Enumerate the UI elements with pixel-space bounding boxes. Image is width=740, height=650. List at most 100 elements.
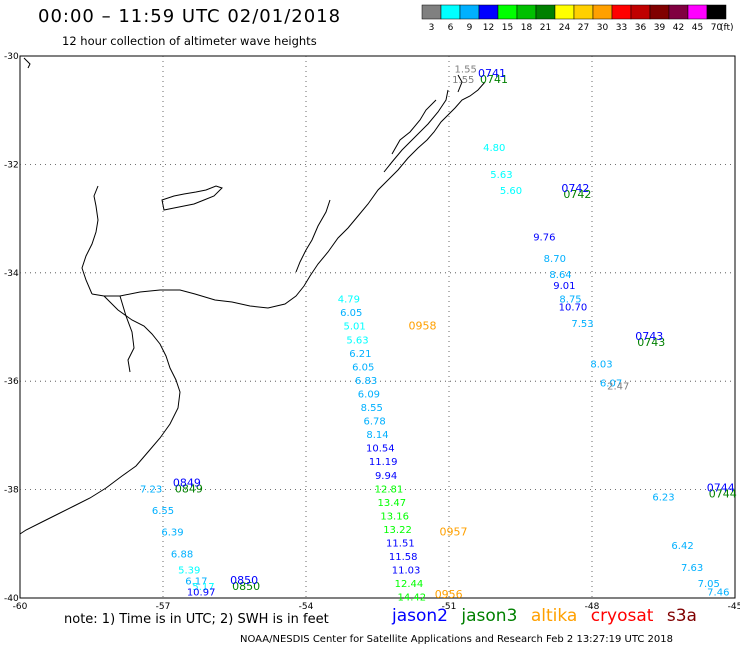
lon-label: -45: [728, 602, 740, 612]
lat-label: -40: [4, 594, 19, 604]
legend-label: 42: [673, 23, 684, 33]
pass-time-label-jason2: 0743: [635, 330, 663, 343]
legend-swatch: [573, 4, 594, 20]
legend-swatch: [459, 4, 480, 20]
swh-reading: 6.55: [152, 506, 174, 517]
coastline: [19, 57, 486, 535]
swh-reading: 1.55: [455, 64, 477, 75]
legend-swatch: [592, 4, 613, 20]
swh-reading: 6.78: [364, 417, 386, 428]
swh-reading: 6.09: [358, 389, 380, 400]
legend-label: 12: [483, 23, 494, 33]
swh-reading: 6.07: [600, 379, 622, 390]
swh-reading: 8.64: [549, 270, 571, 281]
pass-time-label: 0742: [563, 188, 591, 201]
legend-unit: (ft): [720, 23, 734, 33]
swh-reading: 10.70: [559, 303, 588, 314]
legend-label: 18: [521, 23, 533, 33]
lat-label: -30: [4, 52, 19, 62]
swh-reading: 5.63: [490, 170, 512, 181]
swh-reading: 6.42: [671, 541, 693, 552]
page-subtitle: 12 hour collection of altimeter wave hei…: [62, 34, 317, 48]
swh-reading: 5.39: [178, 566, 200, 577]
swh-reading: 2.47: [607, 381, 629, 392]
legend-label: 36: [635, 23, 647, 33]
pass-time-label-jason2: 0741: [478, 67, 506, 80]
swh-reading: 7.63: [681, 563, 703, 574]
axis-labels: -30 -32 -34 -36 -38 -40-60 -57 -54 -51 -48 -45: [4, 52, 740, 612]
pass-time-label-jason2: 0850: [230, 574, 258, 587]
sat-s3a: s3a: [666, 606, 697, 626]
swh-reading: 6.39: [161, 528, 183, 539]
swh-reading: 7.53: [571, 319, 593, 330]
swh-reading: 5.60: [500, 186, 522, 197]
legend-label: 33: [616, 23, 627, 33]
legend-label: 27: [578, 23, 589, 33]
swh-reading: 9.01: [553, 281, 575, 292]
swh-reading: 9.94: [375, 471, 397, 482]
swh-reading: 7.46: [707, 587, 729, 598]
legend-label: 6: [448, 23, 454, 33]
lon-label: -51: [442, 602, 457, 612]
swh-reading: 1.55: [452, 75, 474, 86]
swh-reading: 8.70: [544, 254, 566, 265]
lat-label: -38: [4, 486, 19, 496]
pass-time-label: 0850: [232, 580, 260, 593]
legend-swatch: [706, 4, 727, 20]
legend-swatch: [630, 4, 651, 20]
legend-swatch: [611, 4, 632, 20]
sat-jason2: jason2: [392, 606, 448, 626]
swh-reading: 13.47: [377, 498, 406, 509]
legend-swatch: [535, 4, 556, 20]
legend-label: 30: [597, 23, 609, 33]
legend-label: 24: [559, 23, 571, 33]
altimeter-tracks: 4.79 6.05 5.01 5.63 6.21 6.05 6.83 6.09 8.55 6.78…: [140, 64, 737, 603]
pass-time-label: 0744: [709, 488, 737, 501]
footnote: note: 1) Time is in UTC; 2) SWH is in fe…: [64, 612, 329, 627]
swh-reading: 4.79: [338, 295, 360, 306]
lat-label: -32: [4, 160, 19, 170]
swh-reading: 9.76: [533, 232, 555, 243]
swh-reading: 6.88: [171, 549, 193, 560]
pass-time-label: 0743: [637, 336, 665, 349]
legend-label: 39: [654, 23, 666, 33]
legend-label: 45: [692, 23, 703, 33]
swh-reading: 7.05: [698, 579, 720, 590]
swh-reading: 5.01: [343, 322, 365, 333]
pass-time-label-jason2: 0849: [173, 476, 201, 489]
sat-jason3: jason3: [461, 606, 518, 626]
swh-reading: 8.75: [559, 295, 581, 306]
swh-reading: 11.19: [369, 457, 398, 468]
swh-reading: 8.03: [590, 360, 612, 371]
pass-time-label: 0956: [435, 588, 463, 601]
legend-swatch: [649, 4, 670, 20]
swh-reading: 11.58: [389, 552, 418, 563]
sat-cryosat: cryosat: [590, 606, 654, 626]
swh-reading: 6.05: [352, 362, 374, 373]
swh-reading: 11.51: [386, 539, 415, 550]
pass-time-label-jason2: 0742: [561, 182, 589, 195]
map-frame: [19, 55, 736, 599]
swh-reading: 5.17: [192, 582, 214, 593]
legend-label: 9: [467, 23, 473, 33]
swh-reading: 6.17: [185, 576, 207, 587]
legend-label: 21: [540, 23, 551, 33]
legend-swatch: [440, 4, 461, 20]
legend-swatch: [497, 4, 518, 20]
swh-reading: 6.21: [349, 349, 371, 360]
swh-reading: 6.05: [340, 308, 362, 319]
legend-label: 70: [711, 23, 723, 33]
lon-label: -48: [585, 602, 600, 612]
pass-time-label: 0849: [175, 482, 203, 495]
legend-swatch: [421, 4, 442, 20]
lon-label: -60: [13, 602, 28, 612]
pass-time-label: 0741: [480, 73, 508, 86]
pass-time-label: 0957: [439, 526, 467, 539]
swh-reading: 10.54: [366, 444, 395, 455]
swh-reading: 5.63: [346, 335, 368, 346]
sat-altika: altika: [530, 606, 578, 626]
swh-reading: 13.22: [383, 525, 412, 536]
legend-swatch: [687, 4, 708, 20]
swh-reading: 6.83: [355, 376, 377, 387]
